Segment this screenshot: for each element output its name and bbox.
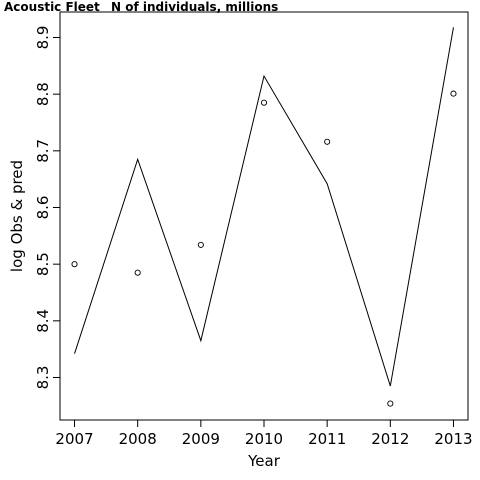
x-tick-label: 2012 (371, 430, 409, 448)
y-tick-label: 8.8 (34, 82, 52, 106)
y-tick-label: 8.3 (34, 366, 52, 390)
y-tick-label: 8.5 (34, 252, 52, 276)
observed-point (260, 99, 268, 106)
x-tick-label: 2010 (245, 430, 283, 448)
observed-point (71, 261, 78, 268)
observed-point (134, 269, 141, 276)
x-tick-label: 2007 (55, 430, 93, 448)
x-axis-label: Year (247, 452, 281, 470)
x-axis: 2007 2008 2009 2010 2011 2012 2013 (55, 420, 473, 448)
x-tick-label: 2009 (182, 430, 220, 448)
observed-point (450, 90, 457, 97)
y-tick-label: 8.9 (34, 26, 52, 50)
chart-title-fleet: Acoustic Fleet (4, 0, 100, 14)
y-axis-label: log Obs & pred (8, 160, 26, 272)
plot-frame (59, 11, 469, 421)
y-tick-label: 8.6 (34, 196, 52, 220)
y-tick-label: 8.4 (34, 309, 52, 333)
x-tick-label: 2008 (119, 430, 157, 448)
y-axis: 8.3 8.4 8.5 8.6 8.7 8.8 8.9 (34, 26, 60, 390)
observed-point (197, 241, 204, 248)
observed-point (387, 400, 394, 407)
predicted-line (74, 27, 454, 387)
series-layer (71, 27, 457, 407)
x-tick-label: 2011 (308, 430, 346, 448)
x-tick-label: 2013 (434, 430, 472, 448)
y-tick-label: 8.7 (34, 139, 52, 163)
chart-title-unit: N of individuals, millions (111, 0, 278, 14)
observed-point (324, 138, 331, 145)
